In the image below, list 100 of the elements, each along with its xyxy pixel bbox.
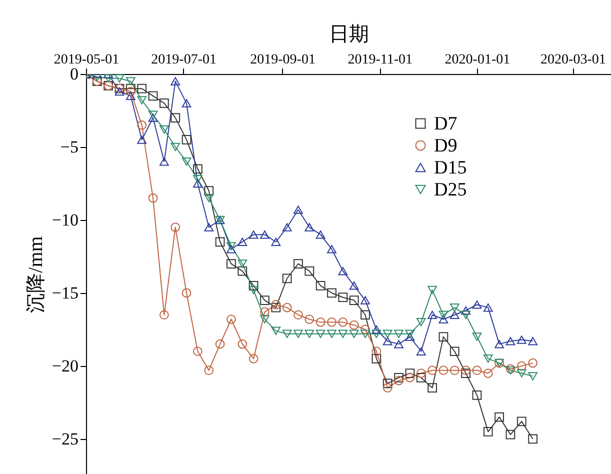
point	[226, 259, 236, 268]
point	[260, 307, 270, 317]
point	[483, 303, 493, 312]
point	[316, 280, 326, 290]
point	[126, 92, 136, 100]
point	[494, 412, 504, 422]
point	[428, 286, 437, 294]
point	[405, 368, 415, 378]
point	[137, 136, 147, 144]
point	[494, 340, 504, 348]
point	[137, 84, 147, 94]
point	[349, 282, 359, 290]
point	[461, 310, 470, 319]
point	[349, 320, 359, 330]
point	[461, 306, 470, 315]
point	[104, 74, 114, 83]
point	[226, 314, 236, 324]
x-tick-label: 2019-11-01	[348, 52, 413, 68]
point	[472, 300, 482, 309]
point	[382, 378, 392, 388]
point	[294, 206, 303, 214]
point	[394, 340, 404, 348]
point	[148, 193, 158, 203]
point	[450, 310, 460, 319]
point	[160, 157, 169, 166]
point	[137, 96, 147, 104]
point	[372, 346, 382, 356]
point	[360, 324, 370, 334]
point	[238, 238, 248, 246]
point	[238, 260, 248, 268]
point	[338, 318, 348, 327]
point	[126, 86, 136, 96]
point	[382, 330, 392, 338]
point	[438, 315, 448, 324]
legend-label: D15	[434, 158, 467, 178]
point	[282, 302, 292, 312]
point	[382, 383, 392, 393]
point	[528, 358, 538, 368]
y-tick-label: −5	[60, 137, 78, 156]
point	[506, 430, 516, 440]
x-axis-title: 日期	[329, 24, 369, 46]
point	[170, 222, 180, 232]
point	[148, 110, 158, 119]
point	[516, 361, 526, 371]
point	[338, 266, 348, 276]
point	[182, 99, 192, 108]
point	[126, 84, 136, 94]
point	[204, 194, 214, 202]
point	[438, 310, 448, 319]
point	[204, 223, 214, 232]
point	[327, 330, 336, 338]
point	[238, 339, 248, 349]
point	[372, 325, 382, 334]
point	[304, 330, 314, 338]
point	[483, 426, 493, 436]
point	[349, 330, 359, 338]
point	[416, 347, 426, 356]
point	[360, 310, 370, 320]
point	[193, 174, 202, 184]
point	[114, 87, 124, 96]
point	[316, 330, 326, 338]
point	[428, 310, 437, 319]
point	[271, 302, 281, 312]
point	[160, 125, 169, 134]
point	[405, 332, 415, 341]
point	[160, 98, 169, 108]
point	[405, 330, 415, 338]
point	[394, 372, 404, 382]
point	[428, 383, 437, 393]
point	[215, 339, 225, 349]
point	[461, 368, 470, 378]
point	[193, 346, 202, 356]
x-tick-label: 2019-05-01	[54, 52, 120, 68]
point	[271, 326, 281, 336]
point	[428, 366, 437, 376]
point	[204, 186, 214, 196]
point	[282, 330, 292, 338]
point	[92, 74, 102, 82]
point	[248, 354, 258, 364]
legend-label: D25	[434, 180, 467, 200]
legend-label: D9	[434, 136, 458, 156]
point	[438, 366, 448, 376]
y-tick-label: −10	[52, 210, 78, 230]
point	[327, 245, 336, 254]
point	[137, 120, 147, 130]
point	[516, 416, 526, 426]
point	[360, 330, 370, 338]
point	[282, 223, 292, 232]
point	[148, 91, 158, 101]
point	[226, 245, 236, 254]
point	[327, 288, 336, 298]
point	[472, 366, 482, 376]
point	[148, 114, 158, 122]
point	[506, 337, 516, 346]
point	[438, 332, 448, 342]
point	[271, 238, 281, 246]
point	[260, 230, 270, 239]
point	[516, 369, 526, 378]
point	[182, 135, 192, 144]
point	[193, 164, 202, 174]
